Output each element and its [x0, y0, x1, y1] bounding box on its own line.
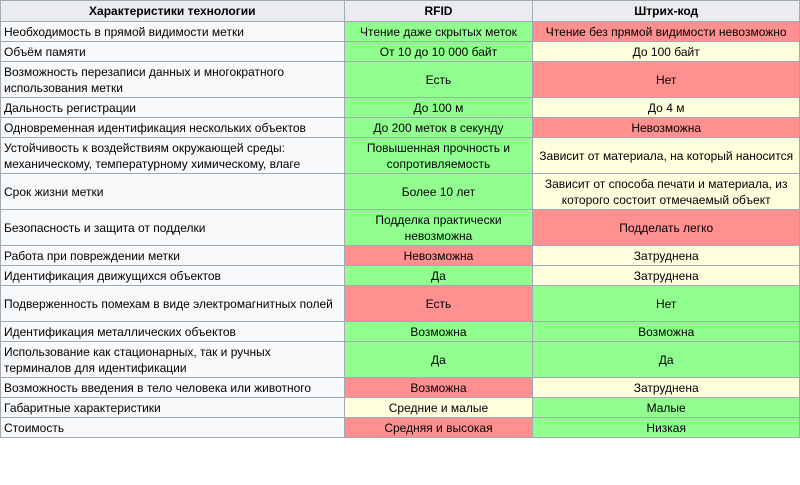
- feature-cell: Подверженность помехам в виде электромаг…: [0, 285, 345, 322]
- feature-cell: Идентификация металлических объектов: [0, 321, 345, 342]
- feature-cell: Работа при повреждении метки: [0, 245, 345, 266]
- feature-cell: Возможность перезаписи данных и многокра…: [0, 61, 345, 98]
- rfid-value-cell: Более 10 лет: [343, 173, 534, 210]
- table-row: Работа при повреждении метки Невозможна …: [0, 245, 800, 266]
- table-row: Дальность регистрации До 100 м До 4 м: [0, 97, 800, 118]
- feature-cell: Использование как стационарных, так и ру…: [0, 341, 345, 378]
- rfid-value-cell: Средние и малые: [343, 397, 534, 418]
- rfid-value-cell: Есть: [343, 61, 534, 98]
- barcode-value-cell: Подделать легко: [532, 209, 800, 246]
- barcode-value-cell: До 100 байт: [532, 41, 800, 62]
- table-row: Подверженность помехам в виде электромаг…: [0, 285, 800, 322]
- comparison-table: Характеристики технологии RFID Штрих-код…: [0, 0, 800, 438]
- column-header-characteristics: Характеристики технологии: [0, 0, 345, 22]
- barcode-value-cell: Затруднена: [532, 265, 800, 286]
- header-row: Характеристики технологии RFID Штрих-код: [0, 0, 800, 22]
- rfid-value-cell: Невозможна: [343, 245, 534, 266]
- barcode-value-cell: Нет: [532, 285, 800, 322]
- table-row: Габаритные характеристики Средние и малы…: [0, 397, 800, 418]
- feature-cell: Дальность регистрации: [0, 97, 345, 118]
- barcode-value-cell: Чтение без прямой видимости невозможно: [532, 21, 800, 42]
- rfid-value-cell: Да: [343, 341, 534, 378]
- table-row: Одновременная идентификация нескольких о…: [0, 117, 800, 138]
- rfid-value-cell: Возможна: [343, 321, 534, 342]
- rfid-value-cell: Подделка практически невозможна: [343, 209, 534, 246]
- feature-cell: Идентификация движущихся объектов: [0, 265, 345, 286]
- barcode-value-cell: Нет: [532, 61, 800, 98]
- table-row: Идентификация движущихся объектов Да Зат…: [0, 265, 800, 286]
- rfid-value-cell: Средняя и высокая: [343, 417, 534, 438]
- barcode-value-cell: Зависит от способа печати и материала, и…: [532, 173, 800, 210]
- table-row: Объём памяти От 10 до 10 000 байт До 100…: [0, 41, 800, 62]
- barcode-value-cell: Малые: [532, 397, 800, 418]
- barcode-value-cell: Затруднена: [532, 245, 800, 266]
- table-row: Использование как стационарных, так и ру…: [0, 341, 800, 378]
- column-header-barcode: Штрих-код: [532, 0, 800, 22]
- feature-cell: Безопасность и защита от подделки: [0, 209, 345, 246]
- table-row: Срок жизни метки Более 10 лет Зависит от…: [0, 173, 800, 210]
- rfid-value-cell: Повышенная прочность и сопротивляемость: [343, 137, 534, 174]
- rfid-value-cell: Возможна: [343, 377, 534, 398]
- feature-cell: Необходимость в прямой видимости метки: [0, 21, 345, 42]
- table-row: Стоимость Средняя и высокая Низкая: [0, 417, 800, 438]
- barcode-value-cell: Невозможна: [532, 117, 800, 138]
- rfid-value-cell: Чтение даже скрытых меток: [343, 21, 534, 42]
- table-row: Идентификация металлических объектов Воз…: [0, 321, 800, 342]
- column-header-rfid: RFID: [343, 0, 534, 22]
- barcode-value-cell: Да: [532, 341, 800, 378]
- rfid-value-cell: От 10 до 10 000 байт: [343, 41, 534, 62]
- table-row: Необходимость в прямой видимости метки Ч…: [0, 21, 800, 42]
- barcode-value-cell: Зависит от материала, на который наносит…: [532, 137, 800, 174]
- feature-cell: Одновременная идентификация нескольких о…: [0, 117, 345, 138]
- feature-cell: Стоимость: [0, 417, 345, 438]
- table-row: Возможность перезаписи данных и многокра…: [0, 61, 800, 98]
- feature-cell: Устойчивость к воздействиям окружающей с…: [0, 137, 345, 174]
- table-row: Возможность введения в тело человека или…: [0, 377, 800, 398]
- feature-cell: Габаритные характеристики: [0, 397, 345, 418]
- table-row: Безопасность и защита от подделки Поддел…: [0, 209, 800, 246]
- barcode-value-cell: Возможна: [532, 321, 800, 342]
- table-row: Устойчивость к воздействиям окружающей с…: [0, 137, 800, 174]
- rfid-value-cell: До 100 м: [343, 97, 534, 118]
- rfid-value-cell: Есть: [343, 285, 534, 322]
- rfid-value-cell: Да: [343, 265, 534, 286]
- rfid-value-cell: До 200 меток в секунду: [343, 117, 534, 138]
- feature-cell: Возможность введения в тело человека или…: [0, 377, 345, 398]
- feature-cell: Срок жизни метки: [0, 173, 345, 210]
- barcode-value-cell: Затруднена: [532, 377, 800, 398]
- barcode-value-cell: Низкая: [532, 417, 800, 438]
- barcode-value-cell: До 4 м: [532, 97, 800, 118]
- feature-cell: Объём памяти: [0, 41, 345, 62]
